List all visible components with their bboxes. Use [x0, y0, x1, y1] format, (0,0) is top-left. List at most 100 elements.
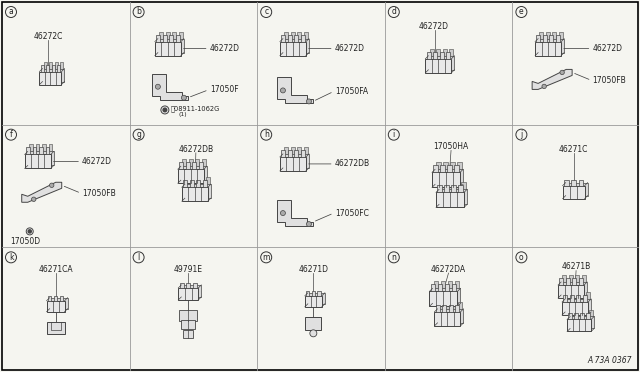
Circle shape	[260, 129, 272, 140]
Bar	[312, 291, 315, 296]
Bar	[33, 147, 36, 154]
Bar	[427, 52, 431, 59]
Text: 46272DB: 46272DB	[335, 160, 370, 169]
Circle shape	[280, 88, 285, 93]
Bar	[297, 147, 301, 154]
Text: f: f	[10, 130, 12, 139]
Bar	[44, 62, 47, 68]
Bar	[49, 62, 52, 68]
Bar	[48, 296, 51, 301]
Bar	[446, 52, 450, 59]
Bar	[577, 311, 581, 317]
Bar	[429, 49, 433, 56]
Bar	[433, 165, 438, 172]
Text: d: d	[392, 7, 396, 16]
Bar	[179, 162, 183, 169]
Text: A 73A 0367: A 73A 0367	[588, 356, 632, 365]
Text: 46272D: 46272D	[82, 157, 112, 166]
Bar	[26, 147, 30, 154]
Bar	[179, 288, 198, 300]
Bar	[429, 291, 458, 307]
Circle shape	[516, 252, 527, 263]
Bar	[589, 311, 593, 317]
Text: 46272DA: 46272DA	[431, 265, 466, 274]
Bar	[449, 305, 452, 312]
Bar	[556, 35, 560, 42]
Bar	[54, 296, 58, 301]
Bar	[305, 317, 321, 330]
Text: 46272D: 46272D	[419, 22, 449, 31]
Text: ⓝ08911-1062G: ⓝ08911-1062G	[171, 106, 220, 112]
Bar	[566, 279, 570, 285]
Bar	[572, 311, 575, 317]
Bar	[283, 154, 309, 168]
Text: c: c	[264, 7, 268, 16]
Circle shape	[388, 252, 399, 263]
Circle shape	[260, 6, 272, 17]
Bar	[458, 185, 463, 192]
Text: i: i	[393, 130, 395, 139]
Bar	[28, 151, 54, 166]
Bar	[439, 189, 467, 204]
Circle shape	[310, 330, 317, 337]
Bar	[196, 180, 200, 187]
Bar	[447, 165, 452, 172]
Bar	[284, 32, 288, 39]
Bar	[163, 35, 166, 42]
Text: 46272D: 46272D	[335, 44, 365, 53]
Circle shape	[516, 6, 527, 17]
Bar	[179, 310, 197, 321]
Bar	[185, 184, 211, 198]
Bar	[186, 283, 190, 288]
Text: 17050FB: 17050FB	[593, 76, 627, 85]
Text: k: k	[9, 253, 13, 262]
Bar	[288, 35, 292, 42]
Bar	[583, 295, 587, 302]
Bar	[178, 169, 204, 183]
Bar	[40, 71, 61, 84]
Bar	[569, 276, 573, 282]
Circle shape	[307, 99, 312, 104]
Bar	[432, 172, 460, 187]
Bar	[183, 330, 193, 338]
Bar	[203, 180, 207, 187]
Bar	[155, 42, 181, 55]
Bar	[317, 291, 321, 296]
Text: o: o	[519, 253, 524, 262]
Bar	[305, 296, 322, 307]
Text: 46271D: 46271D	[298, 265, 328, 274]
Bar	[436, 305, 440, 312]
Text: 17050FB: 17050FB	[82, 189, 116, 198]
Bar	[559, 279, 563, 285]
Bar	[579, 292, 583, 299]
Text: j: j	[520, 130, 522, 139]
Bar	[288, 150, 292, 157]
Bar	[60, 296, 63, 301]
Bar	[563, 186, 585, 199]
Text: 46271CA: 46271CA	[38, 265, 73, 274]
Bar	[436, 192, 464, 207]
Bar	[40, 65, 44, 71]
Bar	[577, 295, 580, 302]
Circle shape	[49, 183, 54, 187]
Bar	[57, 65, 60, 71]
Bar	[436, 162, 441, 169]
Text: a: a	[8, 7, 13, 16]
Bar	[281, 35, 285, 42]
Bar	[54, 62, 58, 68]
Text: 46272C: 46272C	[34, 32, 63, 41]
Bar	[434, 281, 438, 288]
Bar	[443, 49, 447, 56]
Text: e: e	[519, 7, 524, 16]
Bar	[458, 302, 462, 309]
Bar	[583, 311, 587, 317]
Bar	[166, 32, 170, 39]
Bar	[182, 159, 186, 166]
Polygon shape	[277, 77, 313, 103]
Bar	[181, 285, 202, 297]
Bar	[301, 35, 305, 42]
Bar	[186, 162, 189, 169]
Bar	[445, 284, 449, 291]
Bar	[563, 295, 567, 302]
Bar	[445, 302, 449, 309]
